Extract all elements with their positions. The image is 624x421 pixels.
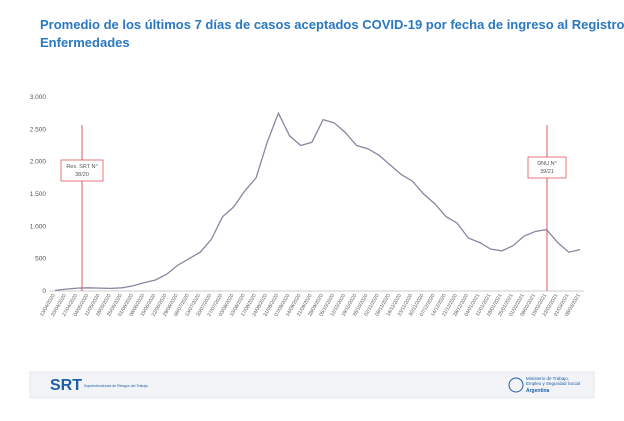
y-tick-label: 2.000: [30, 159, 47, 166]
footer-country: Argentina: [526, 388, 550, 394]
footer-subtitle: Superintendencia de Riesgos del Trabajo: [84, 384, 148, 388]
annotation-text: 39/21: [540, 169, 554, 175]
y-tick-label: 2.500: [30, 126, 47, 133]
annotation-box: [527, 156, 567, 179]
y-tick-label: 1.000: [30, 223, 47, 230]
footer-ministry: Empleo y Seguridad Social: [526, 381, 580, 386]
annotation-box: [60, 159, 104, 182]
annotation-text: 38/20: [75, 172, 89, 178]
chart-title: Promedio de los últimos 7 días de casos …: [40, 17, 624, 32]
y-tick-label: 0: [42, 288, 46, 295]
y-tick-label: 500: [35, 256, 46, 263]
chart-title: Enfermedades: [40, 35, 130, 50]
data-line: [54, 111, 581, 292]
footer-ministry: Ministerio de Trabajo,: [526, 376, 569, 381]
footer-emblem: [508, 377, 524, 393]
annotation-text: Res. SRT N°: [66, 164, 97, 170]
footer-logo: SRT: [50, 377, 82, 394]
footer-bar: [29, 371, 595, 399]
plot: 05001.0001.5002.0002.5003.00013/04/20202…: [30, 94, 584, 318]
y-tick-label: 1.500: [30, 191, 47, 198]
annotation-text: DNU N°: [537, 161, 557, 167]
y-tick-label: 3.000: [30, 94, 47, 101]
